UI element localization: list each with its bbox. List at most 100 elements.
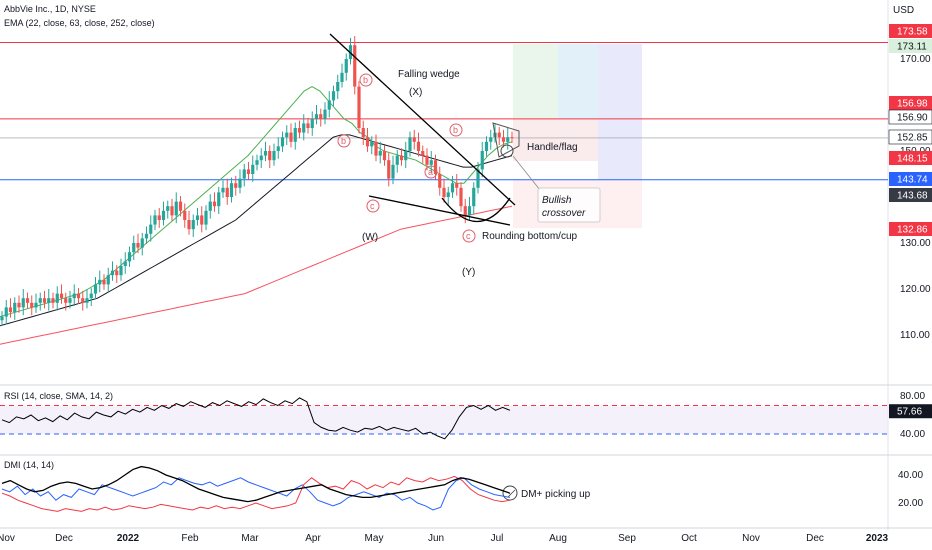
candle-body-7 xyxy=(30,302,34,308)
price-tag-bg-8 xyxy=(889,222,932,236)
x-label-0: Nov xyxy=(0,533,15,544)
candle-body-8 xyxy=(34,302,38,308)
x-wave-label: (X) xyxy=(409,87,422,98)
candle-body-93 xyxy=(395,155,399,165)
x-label-6: May xyxy=(365,533,384,544)
x-label-2: 2022 xyxy=(117,533,140,544)
wave-b-2: b xyxy=(341,136,346,146)
candle-body-77 xyxy=(327,100,331,110)
price-tag-bg-0 xyxy=(889,24,932,38)
x-label-7: Jun xyxy=(428,533,444,544)
y-tick-110: 110.00 xyxy=(900,330,930,341)
text-annotations: Falling wedge (X) (W) (Y) Handle/flag Bu… xyxy=(362,69,591,500)
candle-body-21 xyxy=(89,293,93,299)
dm-plus-label: DM+ picking up xyxy=(521,489,591,500)
ema252-line xyxy=(0,205,513,345)
candle-body-102 xyxy=(433,160,438,174)
falling-wedge-label: Falling wedge xyxy=(398,69,460,80)
candle-body-68 xyxy=(289,132,293,142)
x-label-8: Jul xyxy=(491,533,504,544)
candle-body-60 xyxy=(255,160,259,165)
candle-body-103 xyxy=(438,174,442,188)
candle-body-44 xyxy=(187,220,191,230)
projection-boxes xyxy=(513,44,642,228)
candle-body-67 xyxy=(285,132,289,138)
candle-body-91 xyxy=(387,160,391,179)
candle-body-80 xyxy=(340,72,344,82)
candle-body-32 xyxy=(136,243,140,248)
wave-c-1: c xyxy=(370,201,375,211)
candle-body-71 xyxy=(302,123,306,133)
candle-body-81 xyxy=(344,59,348,73)
candle-body-84 xyxy=(357,86,361,128)
candle-body-69 xyxy=(293,128,297,142)
candle-body-18 xyxy=(76,293,81,299)
candle-body-30 xyxy=(127,252,132,262)
candle-body-87 xyxy=(370,141,374,147)
x-label-11: Oct xyxy=(681,533,697,544)
candle-body-64 xyxy=(272,151,276,161)
dmi-adx-line xyxy=(1,465,511,503)
candle-body-96 xyxy=(408,137,412,151)
price-tag-3: 156.90 xyxy=(897,113,928,124)
candle-body-58 xyxy=(246,169,251,174)
wave-c-2: c xyxy=(466,231,471,241)
candle-body-56 xyxy=(238,178,242,188)
price-tag-bg-7 xyxy=(889,188,932,202)
x-label-10: Sep xyxy=(618,533,636,544)
x-label-9: Aug xyxy=(549,533,567,544)
dmi-minus-line xyxy=(1,475,511,512)
x-label-5: Apr xyxy=(305,533,321,544)
candle-body-20 xyxy=(85,298,89,303)
candle-body-85 xyxy=(361,128,365,138)
ema22-line xyxy=(0,86,513,318)
candle-body-107 xyxy=(455,183,459,188)
candle-body-25 xyxy=(106,275,110,285)
candle-body-3 xyxy=(13,302,17,312)
dmi-tick-40: 40.00 xyxy=(898,470,923,481)
candle-body-83 xyxy=(353,45,357,87)
price-tag-0: 173.58 xyxy=(897,27,928,38)
price-tag-bg-5 xyxy=(889,151,932,165)
time-axis[interactable]: Nov Dec 2022 Feb Mar Apr May Jun Jul Aug Sep Oct Nov… xyxy=(0,533,889,544)
candle-body-51 xyxy=(217,192,221,207)
candle-body-40 xyxy=(170,206,174,216)
ema-indicator-label[interactable]: EMA (22, close, 63, close, 252, close) xyxy=(4,18,155,28)
candle-body-74 xyxy=(314,114,319,119)
candle-body-86 xyxy=(365,137,370,147)
price-horizontal-lines xyxy=(0,42,888,181)
candle-body-66 xyxy=(280,137,285,147)
candle-body-33 xyxy=(140,238,144,248)
candle-body-118 xyxy=(501,137,506,142)
candle-body-11 xyxy=(47,298,51,303)
candle-body-41 xyxy=(174,201,178,216)
candle-body-72 xyxy=(306,123,310,128)
candle-body-48 xyxy=(204,210,208,225)
rsi-indicator-label[interactable]: RSI (14, close, SMA, 14, 2) xyxy=(4,391,114,401)
candle-body-65 xyxy=(276,146,280,151)
candle-body-10 xyxy=(42,298,47,303)
candle-body-111 xyxy=(472,187,476,207)
y-wave-label: (Y) xyxy=(462,267,475,278)
candle-body-47 xyxy=(200,215,204,225)
candle-body-2 xyxy=(8,307,13,312)
candle-body-34 xyxy=(144,233,149,239)
candle-body-9 xyxy=(38,298,42,303)
candle-body-19 xyxy=(81,298,85,303)
price-tag-bg-2 xyxy=(889,96,932,110)
dmi-tick-20: 20.00 xyxy=(898,498,923,509)
candle-body-62 xyxy=(263,151,268,156)
candle-body-4 xyxy=(17,302,21,308)
x-label-12: Nov xyxy=(742,533,760,544)
price-tag-8: 132.86 xyxy=(897,225,928,236)
dmi-pane: 20.00 40.00 xyxy=(1,465,923,512)
bullish-crossover-label-2: crossover xyxy=(542,208,586,219)
candle-body-112 xyxy=(476,169,480,188)
candle-body-42 xyxy=(178,201,183,211)
dmi-indicator-label[interactable]: DMI (14, 14) xyxy=(4,460,55,470)
rounding-bottom-label: Rounding bottom/cup xyxy=(482,231,578,242)
rsi-tick-80: 80.00 xyxy=(900,391,925,402)
rsi-pane: 40.00 80.00 57.66 xyxy=(0,391,932,440)
candle-body-61 xyxy=(259,155,263,161)
